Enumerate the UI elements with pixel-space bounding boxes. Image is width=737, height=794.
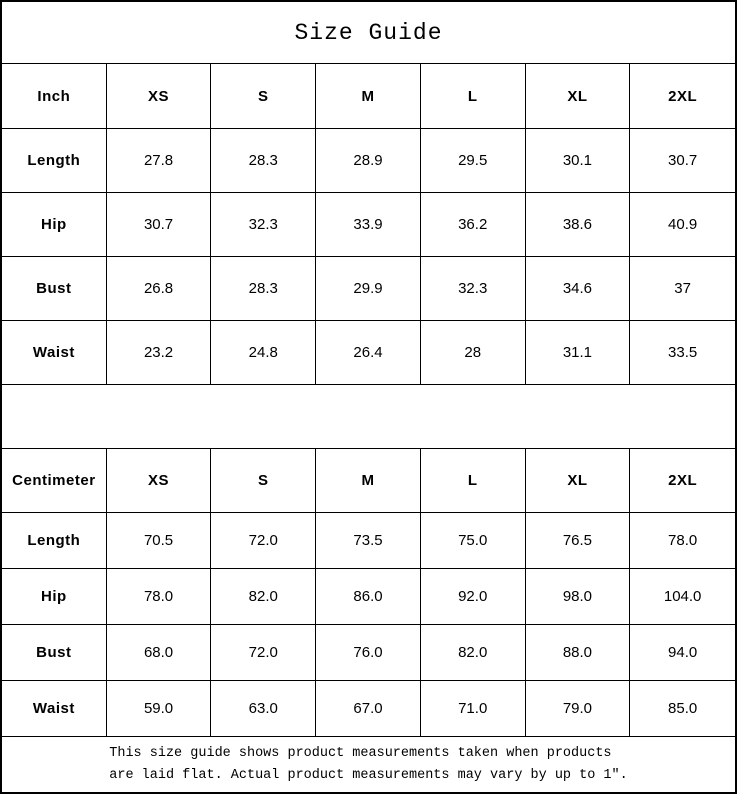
value-cell: 63.0 <box>211 681 317 736</box>
table-row: Waist 23.2 24.8 26.4 28 31.1 33.5 <box>2 321 735 385</box>
size-header-cell: XS <box>107 449 212 512</box>
table-row: Length 70.5 72.0 73.5 75.0 76.5 78.0 <box>2 513 735 569</box>
value-cell: 82.0 <box>211 569 317 624</box>
value-cell: 79.0 <box>526 681 631 736</box>
footer-note: This size guide shows product measuremen… <box>2 737 735 792</box>
centimeter-table: Centimeter XS S M L XL 2XL Length 70.5 7… <box>2 449 735 737</box>
value-cell: 27.8 <box>107 129 212 192</box>
value-cell: 30.7 <box>107 193 212 256</box>
value-cell: 94.0 <box>668 644 698 661</box>
table-row: Bust 68.0 72.0 76.0 82.0 88.0 94.0 <box>2 625 735 681</box>
size-header-cell: XS <box>107 64 212 128</box>
value-cell: 23.2 <box>107 321 212 384</box>
value-cell: 98.0 <box>526 569 631 624</box>
size-header-cell: XL <box>526 449 631 512</box>
table-row: Length 27.8 28.3 28.9 29.5 30.1 30.7 <box>2 129 735 193</box>
value-cell: 29.9 <box>316 257 421 320</box>
value-cell: 34.6 <box>526 257 631 320</box>
value-cell: 72.0 <box>211 625 317 680</box>
row-label-cell: Length <box>2 513 107 568</box>
footer-line-2: are laid flat. Actual product measuremen… <box>109 767 628 783</box>
value-cell: 26.8 <box>107 257 212 320</box>
value-cell: 82.0 <box>421 625 526 680</box>
table-row: Waist 59.0 63.0 67.0 71.0 79.0 85.0 <box>2 681 735 737</box>
size-guide-title: Size Guide <box>2 2 735 64</box>
value-cell: 28.3 <box>211 257 317 320</box>
value-cell: 92.0 <box>421 569 526 624</box>
unit-header-cell: Centimeter <box>2 449 107 512</box>
unit-header-cell: Inch <box>2 64 107 128</box>
value-cell: 40.9 <box>668 216 698 233</box>
footer-text-block: This size guide shows product measuremen… <box>109 743 627 786</box>
row-label-cell: Waist <box>2 681 107 736</box>
value-cell: 72.0 <box>211 513 317 568</box>
size-header-cell: S <box>211 64 317 128</box>
value-cell: 73.5 <box>316 513 421 568</box>
table-row: Bust 26.8 28.3 29.9 32.3 34.6 37 <box>2 257 735 321</box>
row-label-cell: Bust <box>2 257 107 320</box>
row-label-cell: Hip <box>2 569 107 624</box>
size-header-cell: L <box>421 64 526 128</box>
inch-table: Inch XS S M L XL 2XL Length 27.8 28.3 28… <box>2 64 735 385</box>
size-header-cell: L <box>421 449 526 512</box>
value-cell: 78.0 <box>107 569 212 624</box>
size-header-cell: M <box>316 449 421 512</box>
value-cell: 70.5 <box>107 513 212 568</box>
value-cell: 32.3 <box>421 257 526 320</box>
value-cell: 31.1 <box>526 321 631 384</box>
row-label-cell: Length <box>2 129 107 192</box>
value-cell: 71.0 <box>421 681 526 736</box>
value-cell: 36.2 <box>421 193 526 256</box>
value-cell: 76.5 <box>526 513 631 568</box>
spacer-row <box>2 385 735 449</box>
size-header-cell: XL <box>526 64 631 128</box>
value-cell: 24.8 <box>211 321 317 384</box>
inch-header-row: Inch XS S M L XL 2XL <box>2 64 735 129</box>
size-header-cell: S <box>211 449 317 512</box>
size-header-cell: 2XL <box>668 87 698 105</box>
value-cell: 104.0 <box>663 588 702 605</box>
table-row: Hip 30.7 32.3 33.9 36.2 38.6 40.9 <box>2 193 735 257</box>
value-cell: 32.3 <box>211 193 317 256</box>
centimeter-header-row: Centimeter XS S M L XL 2XL <box>2 449 735 513</box>
value-cell: 38.6 <box>526 193 631 256</box>
value-cell: 67.0 <box>316 681 421 736</box>
value-cell: 28 <box>421 321 526 384</box>
table-row: Hip 78.0 82.0 86.0 92.0 98.0 104.0 <box>2 569 735 625</box>
value-cell: 37 <box>674 280 691 297</box>
value-cell: 85.0 <box>668 700 698 717</box>
value-cell: 76.0 <box>316 625 421 680</box>
value-cell: 26.4 <box>316 321 421 384</box>
row-label-cell: Bust <box>2 625 107 680</box>
value-cell: 75.0 <box>421 513 526 568</box>
value-cell: 28.9 <box>316 129 421 192</box>
value-cell: 30.7 <box>668 152 698 169</box>
value-cell: 30.1 <box>526 129 631 192</box>
value-cell: 78.0 <box>668 532 698 549</box>
value-cell: 59.0 <box>107 681 212 736</box>
value-cell: 29.5 <box>421 129 526 192</box>
size-header-cell: M <box>316 64 421 128</box>
value-cell: 86.0 <box>316 569 421 624</box>
value-cell: 33.5 <box>668 344 698 361</box>
size-header-cell: 2XL <box>668 472 698 489</box>
row-label-cell: Waist <box>2 321 107 384</box>
footer-line-1: This size guide shows product measuremen… <box>109 745 612 761</box>
value-cell: 33.9 <box>316 193 421 256</box>
value-cell: 68.0 <box>107 625 212 680</box>
value-cell: 88.0 <box>526 625 631 680</box>
row-label-cell: Hip <box>2 193 107 256</box>
value-cell: 28.3 <box>211 129 317 192</box>
